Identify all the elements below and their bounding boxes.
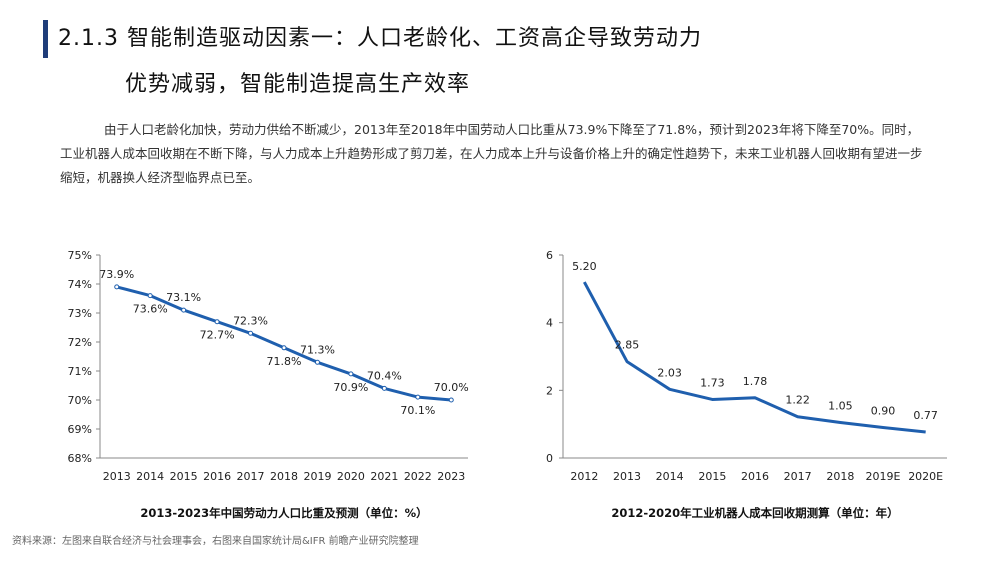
x-tick-label-left: 2018: [270, 470, 298, 483]
data-point-left: [214, 319, 220, 325]
x-tick-label-left: 2016: [203, 470, 231, 483]
data-label-right: 0.77: [913, 409, 938, 422]
data-label-right: 5.20: [572, 260, 597, 273]
data-point-left: [448, 397, 454, 403]
x-tick-label-right: 2015: [698, 470, 726, 483]
body-paragraph: 由于人口老龄化加快，劳动力供给不断减少，2013年至2018年中国劳动人口比重从…: [60, 122, 923, 185]
y-tick-label-left: 72%: [68, 336, 92, 349]
data-label-right: 1.05: [828, 399, 853, 412]
data-point-left: [415, 394, 421, 400]
y-tick-label-right: 6: [546, 249, 553, 262]
data-label-left: 70.4%: [367, 369, 402, 382]
data-point-left: [147, 293, 153, 299]
y-tick-label-left: 68%: [68, 452, 92, 465]
data-label-right: 1.73: [700, 376, 725, 389]
title-accent-bar: [43, 20, 48, 58]
x-tick-label-left: 2014: [136, 470, 164, 483]
y-tick-label-left: 70%: [68, 394, 92, 407]
data-label-left: 72.3%: [233, 314, 268, 327]
x-tick-label-left: 2021: [370, 470, 398, 483]
data-label-left: 71.8%: [267, 355, 302, 368]
data-label-left: 73.1%: [166, 291, 201, 304]
y-tick-label-left: 74%: [68, 278, 92, 291]
y-tick-label-right: 4: [546, 317, 553, 330]
x-tick-label-left: 2020: [337, 470, 365, 483]
data-label-right: 0.90: [871, 405, 896, 418]
data-label-left: 72.7%: [200, 329, 235, 342]
x-tick-label-left: 2019: [303, 470, 331, 483]
data-point-left: [181, 307, 187, 313]
data-label-right: 2.03: [657, 366, 682, 379]
x-tick-label-left: 2023: [437, 470, 465, 483]
data-point-left: [314, 359, 320, 365]
data-label-left: 70.0%: [434, 381, 469, 394]
data-label-left: 73.9%: [99, 268, 134, 281]
source-note: 资料来源：左图来自联合经济与社会理事会，右图来自国家统计局&IFR 前瞻产业研究…: [12, 536, 419, 547]
chart-caption-left: 2013-2023年中国劳动力人口比重及预测（单位：%）: [140, 506, 427, 520]
page-title: 2.1.3 智能制造驱动因素一：人口老龄化、工资高企导致劳动力: [58, 26, 702, 51]
x-tick-label-left: 2022: [404, 470, 432, 483]
data-point-left: [114, 284, 120, 290]
page-title-line2: 优势减弱，智能制造提高生产效率: [125, 72, 471, 97]
data-point-left: [248, 330, 254, 336]
y-tick-label-left: 69%: [68, 423, 92, 436]
x-tick-label-right: 2013: [613, 470, 641, 483]
chart-caption-right: 2012-2020年工业机器人成本回收期测算（单位：年）: [611, 506, 898, 520]
y-tick-label-left: 71%: [68, 365, 92, 378]
y-tick-label-left: 75%: [68, 249, 92, 262]
data-label-left: 70.1%: [400, 404, 435, 417]
x-tick-label-left: 2013: [103, 470, 131, 483]
data-label-left: 73.6%: [133, 303, 168, 316]
data-point-left: [381, 385, 387, 391]
data-label-right: 1.78: [743, 375, 768, 388]
x-tick-label-right: 2016: [741, 470, 769, 483]
x-tick-label-left: 2015: [170, 470, 198, 483]
series-line-right: [583, 281, 926, 434]
y-tick-label-left: 73%: [68, 307, 92, 320]
data-label-right: 2.85: [615, 339, 640, 352]
data-point-left: [281, 345, 287, 351]
x-tick-label-right: 2014: [656, 470, 684, 483]
x-tick-label-right: 2020E: [908, 470, 943, 483]
data-label-left: 70.9%: [333, 381, 368, 394]
data-label-left: 71.3%: [300, 343, 335, 356]
x-tick-label-left: 2017: [237, 470, 265, 483]
x-tick-label-right: 2019E: [866, 470, 901, 483]
x-tick-label-right: 2012: [570, 470, 598, 483]
y-tick-label-right: 0: [546, 452, 553, 465]
x-tick-label-right: 2017: [784, 470, 812, 483]
data-point-left: [348, 371, 354, 377]
x-tick-label-right: 2018: [826, 470, 854, 483]
y-tick-label-right: 2: [546, 384, 553, 397]
data-label-right: 1.22: [785, 394, 810, 407]
